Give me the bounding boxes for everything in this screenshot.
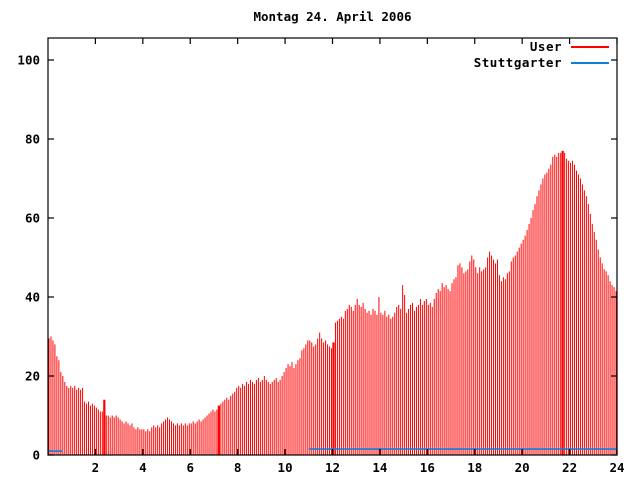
y-tick-label: 20 [25,369,40,384]
x-tick-label: 10 [278,460,293,475]
axis-ticks [48,38,618,456]
y-tick-label: 0 [32,448,40,463]
legend-line-sample-user [571,45,609,48]
x-tick-label: 16 [420,460,435,475]
legend-line-sample-stuttgarter [571,61,609,64]
x-tick-label: 14 [372,460,387,475]
legend: User Stuttgarter [473,39,609,70]
y-tick-label: 100 [17,53,40,68]
x-tick-label: 22 [562,460,577,475]
x-tick-label: 8 [234,460,242,475]
y-tick-label: 80 [25,132,40,147]
x-axis-labels: 2 4 6 8 10 12 14 16 18 20 22 24 [92,460,625,475]
legend-label-stuttgarter: Stuttgarter [473,55,562,70]
user-series [48,150,617,455]
x-tick-label: 4 [139,460,147,475]
x-tick-label: 20 [515,460,530,475]
legend-row-user: User [474,39,609,54]
y-axis-labels: 0 20 40 60 80 100 [17,53,40,463]
x-tick-label: 6 [186,460,194,475]
chart-title: Montag 24. April 2006 [253,9,412,24]
y-tick-label: 60 [25,211,40,226]
y-tick-label: 40 [25,290,40,305]
x-tick-label: 2 [92,460,100,475]
x-tick-label: 18 [467,460,482,475]
legend-label-user: User [529,39,562,54]
x-tick-label: 12 [325,460,340,475]
x-tick-label: 24 [609,460,624,475]
stuttgarter-series [48,448,617,452]
legend-row-stuttgarter: Stuttgarter [473,55,609,70]
